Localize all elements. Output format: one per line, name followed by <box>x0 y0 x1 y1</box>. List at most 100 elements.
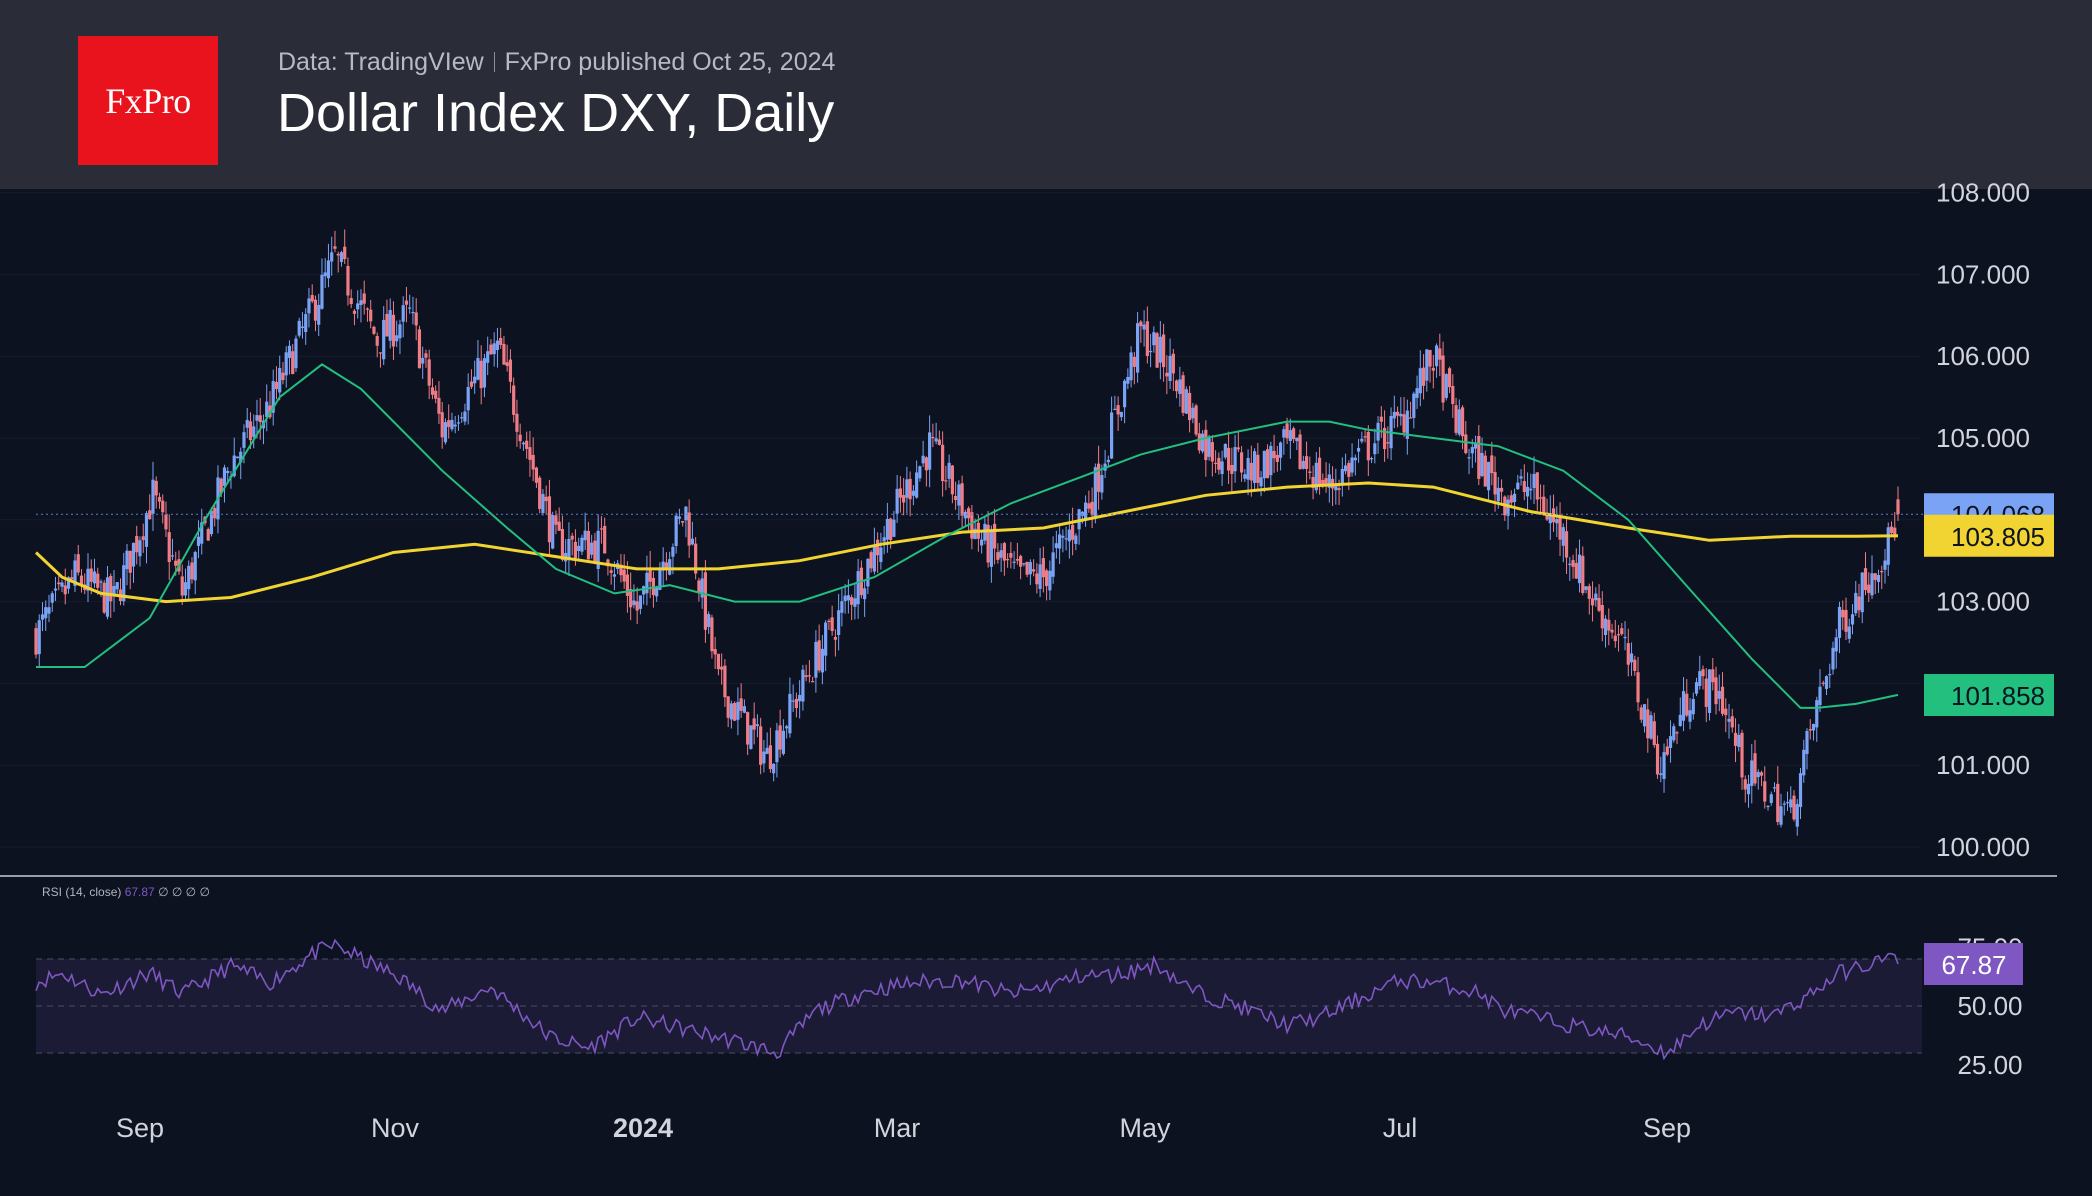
candle-body <box>811 681 815 683</box>
candle-body <box>313 299 318 321</box>
candle-body <box>1834 637 1838 652</box>
candle-body <box>1022 563 1026 565</box>
candle-body <box>1311 476 1315 489</box>
candle-body <box>677 516 682 519</box>
candle-body <box>125 550 129 570</box>
candle-body <box>414 312 418 326</box>
candle-body <box>1399 413 1403 417</box>
candle-body <box>924 457 928 471</box>
candle-body <box>44 607 48 619</box>
candle-body <box>736 701 740 720</box>
candle-body <box>866 558 870 587</box>
candle-body <box>625 574 630 596</box>
candle-body <box>1620 628 1624 635</box>
candle-body <box>1525 486 1530 497</box>
candle-body <box>73 560 77 586</box>
candle-body <box>1048 570 1052 591</box>
candle-body <box>1675 732 1679 734</box>
candle-body <box>1698 671 1702 686</box>
candle-body <box>1844 610 1848 632</box>
candle-body <box>622 569 626 582</box>
candle-body <box>1659 773 1663 776</box>
candle-body <box>1821 682 1825 684</box>
candle-body <box>658 569 662 590</box>
candle-body <box>287 345 292 358</box>
candle-body <box>671 546 675 557</box>
candle-body <box>1285 423 1289 439</box>
candle-body <box>151 479 155 514</box>
candle-body <box>1317 457 1322 487</box>
candle-body <box>1496 487 1500 502</box>
candle-body <box>1769 794 1773 803</box>
candle-body <box>1168 355 1172 382</box>
candle-body <box>1756 771 1760 778</box>
rsi-legend-value: 67.87 <box>125 885 158 899</box>
candle-body <box>781 730 785 754</box>
candle-body <box>1041 558 1045 578</box>
candle-body <box>424 353 428 358</box>
candle-body <box>807 675 811 677</box>
candle-body <box>1668 736 1673 748</box>
candle-body <box>840 601 844 613</box>
candle-body <box>739 698 743 711</box>
candle-body <box>905 479 909 498</box>
candle-body <box>1415 388 1419 398</box>
candle-body <box>1532 474 1536 489</box>
candle-body <box>668 559 672 575</box>
candle-body <box>1139 321 1143 327</box>
candle-body <box>1798 773 1803 808</box>
candle-body <box>1233 447 1237 472</box>
candle-body <box>1434 345 1439 367</box>
candle-body <box>1782 803 1786 805</box>
candle-body <box>365 308 370 310</box>
candle-body <box>1652 721 1656 746</box>
candle-body <box>476 357 480 380</box>
candle-body <box>508 359 513 382</box>
candle-body <box>1642 704 1647 727</box>
candle-body <box>895 488 899 514</box>
candle-body <box>1067 529 1071 542</box>
candle-body <box>1737 734 1741 747</box>
candle-body <box>1149 350 1153 353</box>
candle-body <box>1236 447 1240 450</box>
candle-body <box>495 340 500 350</box>
candle-body <box>755 724 760 727</box>
candle-body <box>1356 447 1361 452</box>
candle-body <box>196 536 201 546</box>
candle-body <box>928 432 932 470</box>
candle-body <box>320 274 324 309</box>
candle-body <box>856 571 860 605</box>
candle-body <box>1158 336 1162 363</box>
candle-body <box>1746 783 1751 795</box>
candle-body <box>1594 593 1598 601</box>
candle-body <box>1243 474 1247 479</box>
candle-body <box>1516 482 1520 490</box>
candle-body <box>1028 562 1032 575</box>
candle-body <box>466 386 470 411</box>
candle-body <box>697 580 701 593</box>
rsi-legend-extra: ∅ ∅ ∅ ∅ <box>158 885 210 899</box>
candle-body <box>336 253 340 256</box>
candle-body <box>60 582 64 587</box>
candle-body <box>167 532 171 563</box>
candle-body <box>1119 411 1123 418</box>
candle-body <box>1425 349 1429 381</box>
candle-body <box>284 352 288 376</box>
candle-body <box>528 447 532 460</box>
price-tick-label: 108.000 <box>1936 178 2030 208</box>
candle-body <box>1519 476 1523 479</box>
candle-body <box>232 455 236 477</box>
candle-body <box>1483 455 1487 487</box>
candle-body <box>1239 452 1244 473</box>
candle-body <box>1051 552 1055 577</box>
candle-body <box>590 542 594 555</box>
candle-body <box>872 544 876 572</box>
candle-body <box>1181 375 1185 413</box>
candle-body <box>1805 731 1809 754</box>
candle-body <box>538 477 542 509</box>
candle-body <box>369 309 373 322</box>
candle-body <box>980 539 984 546</box>
price-label-box <box>1924 674 2054 717</box>
candle-body <box>427 359 431 386</box>
